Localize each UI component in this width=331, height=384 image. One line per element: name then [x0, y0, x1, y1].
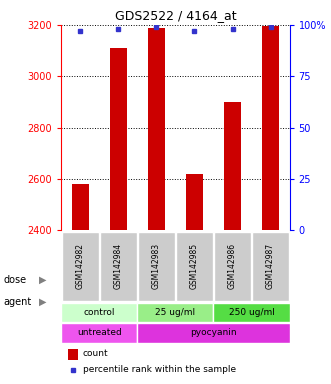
- Bar: [100, 232, 137, 301]
- Bar: [262, 26, 279, 230]
- Bar: [214, 232, 251, 301]
- Title: GDS2522 / 4164_at: GDS2522 / 4164_at: [115, 9, 236, 22]
- Bar: [72, 184, 89, 230]
- Text: percentile rank within the sample: percentile rank within the sample: [83, 366, 236, 374]
- Bar: [61, 323, 137, 343]
- Bar: [148, 28, 165, 230]
- Text: dose: dose: [3, 275, 26, 285]
- Bar: [186, 174, 203, 230]
- Bar: [110, 48, 127, 230]
- Text: control: control: [83, 308, 115, 317]
- Text: ▶: ▶: [39, 297, 46, 307]
- Text: GSM142986: GSM142986: [228, 243, 237, 289]
- Bar: [137, 303, 213, 322]
- Text: GSM142985: GSM142985: [190, 243, 199, 289]
- Bar: [176, 232, 213, 301]
- Text: agent: agent: [3, 297, 31, 307]
- Text: count: count: [83, 349, 109, 358]
- Text: ▶: ▶: [39, 275, 46, 285]
- Text: 25 ug/ml: 25 ug/ml: [155, 308, 196, 317]
- Bar: [61, 303, 137, 322]
- Text: 250 ug/ml: 250 ug/ml: [229, 308, 274, 317]
- Bar: [213, 303, 290, 322]
- Text: pyocyanin: pyocyanin: [190, 328, 237, 338]
- Bar: [137, 323, 290, 343]
- Bar: [68, 349, 78, 360]
- Bar: [224, 102, 241, 230]
- Text: untreated: untreated: [77, 328, 122, 338]
- Bar: [252, 232, 289, 301]
- Bar: [138, 232, 175, 301]
- Text: GSM142987: GSM142987: [266, 243, 275, 289]
- Text: GSM142982: GSM142982: [76, 243, 85, 289]
- Text: GSM142983: GSM142983: [152, 243, 161, 289]
- Text: GSM142984: GSM142984: [114, 243, 123, 289]
- Bar: [62, 232, 99, 301]
